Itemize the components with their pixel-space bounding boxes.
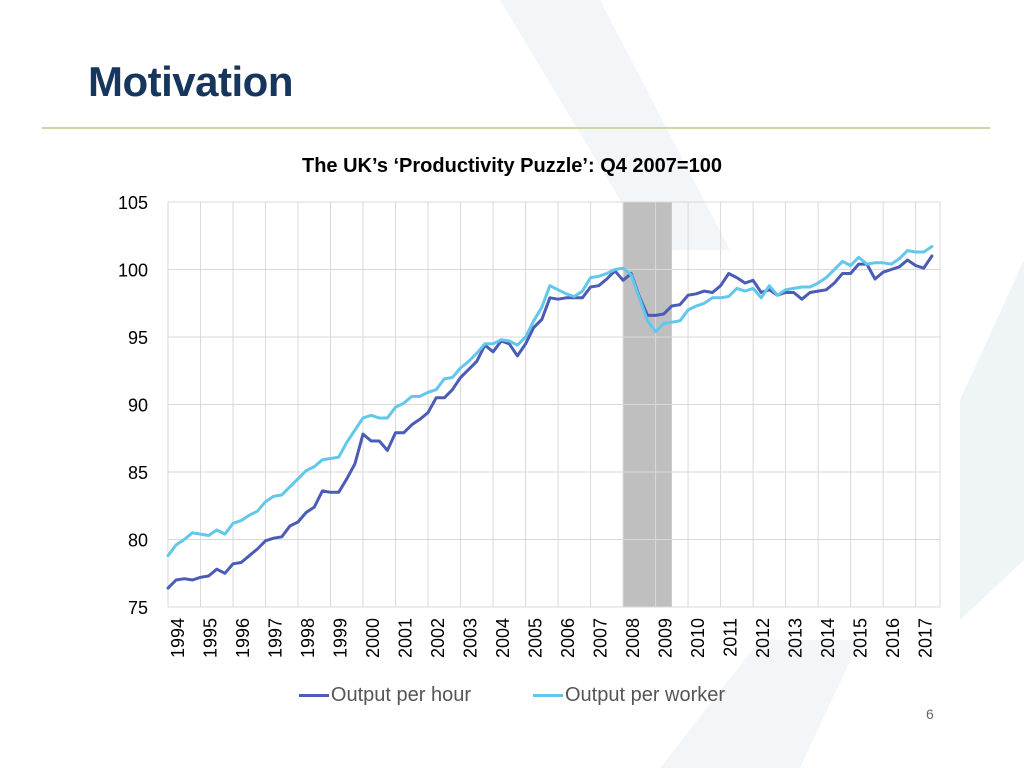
y-tick-label: 85 xyxy=(128,463,148,483)
page-number: 6 xyxy=(926,706,934,722)
deco-stripe-right xyxy=(960,260,1024,620)
x-tick-label: 1995 xyxy=(201,618,221,658)
x-tick-label: 2005 xyxy=(526,618,546,658)
x-tick-label: 1996 xyxy=(233,618,253,658)
x-tick-label: 2016 xyxy=(883,618,903,658)
x-tick-label: 2012 xyxy=(753,618,773,658)
x-tick-label: 2001 xyxy=(396,618,416,658)
x-tick-label: 2006 xyxy=(558,618,578,658)
x-tick-label: 2002 xyxy=(428,618,448,658)
x-tick-label: 2013 xyxy=(786,618,806,658)
y-tick-label: 75 xyxy=(128,598,148,618)
x-tick-label: 2007 xyxy=(591,618,611,658)
y-tick-label: 90 xyxy=(128,396,148,416)
x-tick-label: 2003 xyxy=(461,618,481,658)
x-tick-label: 2000 xyxy=(363,618,383,658)
slide-title: Motivation xyxy=(88,58,293,105)
legend-item-worker: Output per worker xyxy=(533,684,725,707)
legend-item-hour: Output per hour xyxy=(298,684,471,707)
x-tick-label: 2010 xyxy=(688,618,708,658)
legend-label-worker: Output per worker xyxy=(565,684,726,706)
y-tick-label: 80 xyxy=(128,531,148,551)
deco-stripe-top xyxy=(500,0,730,250)
x-tick-label: 2004 xyxy=(493,618,513,658)
deco-stripe-bottom xyxy=(660,640,860,768)
x-tick-label: 2011 xyxy=(721,618,741,657)
x-tick-label: 1999 xyxy=(331,618,351,658)
x-tick-label: 2014 xyxy=(818,618,838,658)
chart-title: The UK’s ‘Productivity Puzzle’: Q4 2007=… xyxy=(302,155,722,177)
x-tick-label: 1997 xyxy=(266,618,286,658)
x-tick-label: 2015 xyxy=(851,618,871,658)
x-tick-label: 1998 xyxy=(298,618,318,658)
y-tick-label: 105 xyxy=(118,193,148,213)
y-tick-label: 95 xyxy=(128,328,148,348)
series-line-output-per-worker xyxy=(166,245,934,558)
x-tick-label: 2008 xyxy=(623,618,643,658)
x-tick-label: 2017 xyxy=(916,618,936,658)
legend-swatch-hour xyxy=(298,694,329,697)
x-tick-label: 2009 xyxy=(656,618,676,658)
y-tick-label: 100 xyxy=(118,261,148,281)
legend-label-hour: Output per hour xyxy=(330,684,471,706)
title-divider xyxy=(42,127,990,129)
chart-legend: Output per hour Output per worker xyxy=(0,684,1024,707)
legend-swatch-worker xyxy=(533,694,563,697)
series-line-output-per-hour xyxy=(166,254,934,590)
x-tick-label: 1994 xyxy=(168,618,188,658)
